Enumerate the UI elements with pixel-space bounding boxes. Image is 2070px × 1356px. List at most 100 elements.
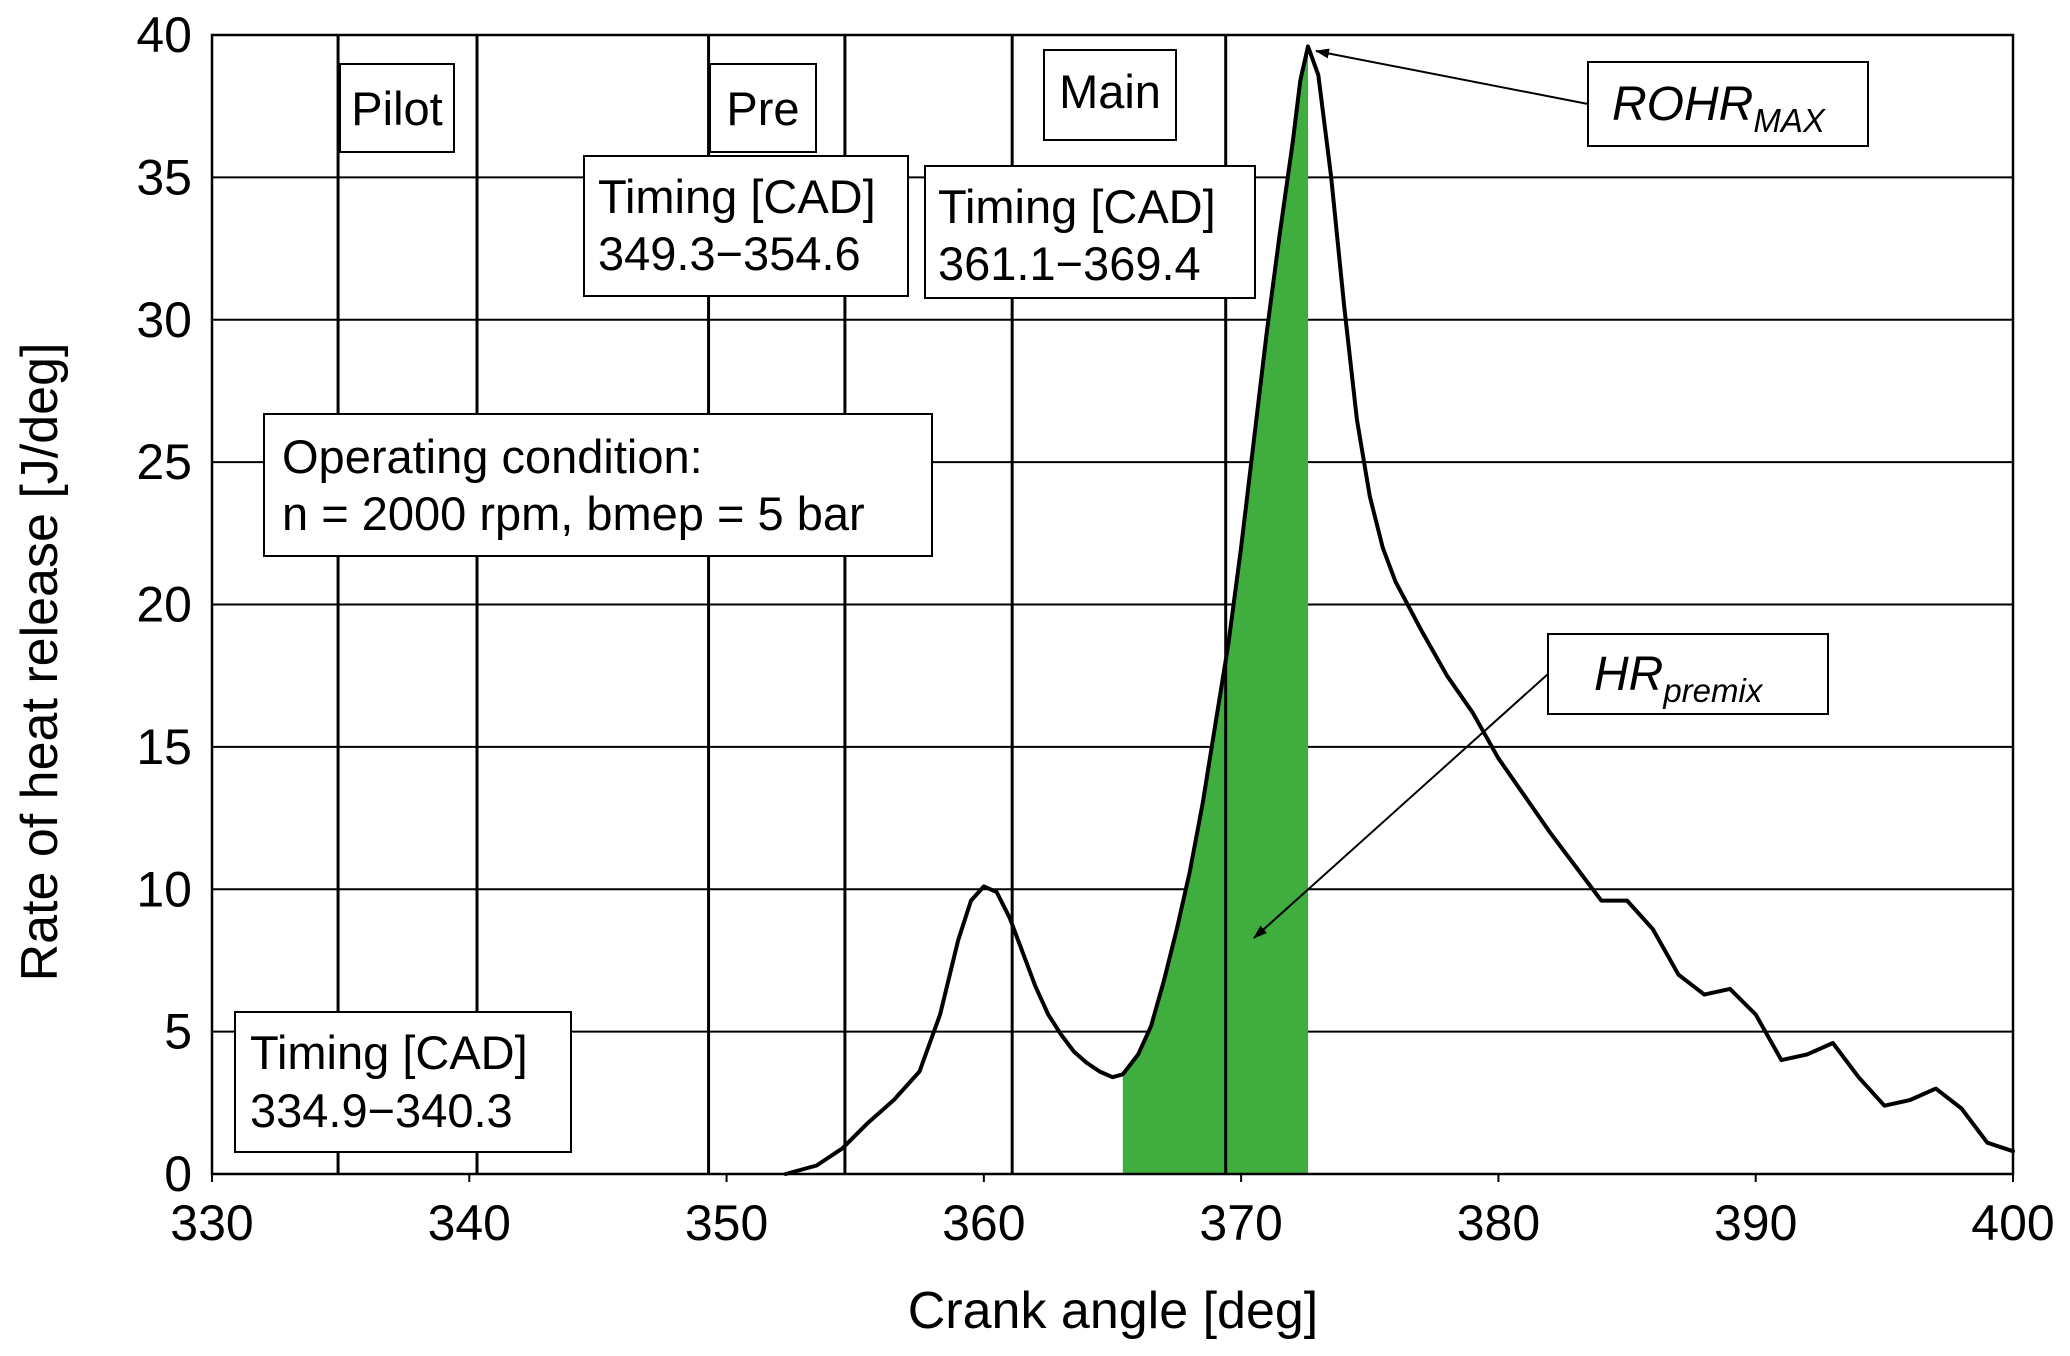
rohr-point-47 bbox=[1522, 793, 1526, 797]
rohr-point-21 bbox=[1136, 1052, 1140, 1056]
rohr-point-14 bbox=[1046, 1013, 1050, 1017]
rohr-point-28 bbox=[1226, 642, 1230, 646]
rohr-point-24 bbox=[1175, 927, 1179, 931]
rohr-point-58 bbox=[1805, 1052, 1809, 1056]
operating-condition-values: n = 2000 rpm, bmep = 5 bar bbox=[282, 487, 865, 540]
rohr-point-10 bbox=[995, 890, 999, 894]
main-label: Main bbox=[1059, 65, 1161, 118]
x-axis-title: Crank angle [deg] bbox=[908, 1282, 1319, 1340]
pre-label: Pre bbox=[726, 82, 799, 135]
pre-timing-title: Timing [CAD] bbox=[598, 170, 876, 223]
rohr-point-13 bbox=[1033, 984, 1037, 988]
rohr-point-44 bbox=[1445, 674, 1449, 678]
rohr-max-arrow bbox=[1315, 48, 1589, 105]
rohr-point-53 bbox=[1677, 973, 1681, 977]
rohr-point-61 bbox=[1882, 1104, 1886, 1108]
series-layer bbox=[783, 44, 2015, 1176]
rohr-point-62 bbox=[1908, 1098, 1912, 1102]
rohr-point-54 bbox=[1702, 993, 1706, 997]
rohr-point-25 bbox=[1188, 870, 1192, 874]
pilot-label: Pilot bbox=[351, 82, 442, 135]
y-tick-label-35: 35 bbox=[136, 149, 192, 205]
rohr-point-4 bbox=[892, 1098, 896, 1102]
pilot-label-box: Pilot bbox=[339, 63, 455, 153]
y-axis-title: Rate of heat release [J/deg] bbox=[11, 343, 69, 982]
y-tick-label-0: 0 bbox=[164, 1146, 192, 1202]
x-tick-label-370: 370 bbox=[1199, 1195, 1282, 1251]
rohr-point-39 bbox=[1355, 417, 1359, 421]
rohr-point-49 bbox=[1574, 864, 1578, 868]
x-tick-label-380: 380 bbox=[1457, 1195, 1540, 1251]
hr-premix-arrow bbox=[1253, 673, 1549, 939]
rohr-point-34 bbox=[1298, 79, 1302, 83]
rohr-max-box: ROHRMAX bbox=[1587, 61, 1869, 147]
rohr-point-45 bbox=[1471, 711, 1475, 715]
rohr-point-50 bbox=[1599, 899, 1603, 903]
rohr-point-2 bbox=[840, 1146, 844, 1150]
rohr-point-35 bbox=[1306, 44, 1310, 48]
pilot-timing-title: Timing [CAD] bbox=[250, 1026, 528, 1079]
rohr-point-33 bbox=[1291, 141, 1295, 145]
rohr-point-16 bbox=[1072, 1050, 1076, 1054]
rohr-point-46 bbox=[1496, 756, 1500, 760]
pilot-timing-box: Timing [CAD] 334.9−340.3 bbox=[234, 1011, 572, 1153]
hr-premix-box: HRpremix bbox=[1547, 633, 1829, 715]
y-tick-label-25: 25 bbox=[136, 434, 192, 490]
rohr-point-31 bbox=[1265, 329, 1269, 333]
pre-timing-box: Timing [CAD] 349.3−354.6 bbox=[583, 155, 909, 297]
y-tick-label-5: 5 bbox=[164, 1004, 192, 1060]
rohr-point-32 bbox=[1278, 232, 1282, 236]
y-tick-label-40: 40 bbox=[136, 7, 192, 63]
rohr-point-51 bbox=[1625, 899, 1629, 903]
rohr-point-5 bbox=[918, 1069, 922, 1073]
rohr-point-27 bbox=[1213, 722, 1217, 726]
rohr-point-1 bbox=[815, 1163, 819, 1167]
rohr-point-6 bbox=[938, 1013, 942, 1017]
rohr-point-20 bbox=[1121, 1072, 1125, 1076]
x-tick-label-400: 400 bbox=[1971, 1195, 2054, 1251]
rohr-point-11 bbox=[1008, 916, 1012, 920]
rohr-max-label: ROHRMAX bbox=[1612, 78, 1827, 139]
rohr-point-65 bbox=[1985, 1141, 1989, 1145]
premix-fill-layer bbox=[1122, 46, 1309, 1174]
rohr-point-63 bbox=[1934, 1087, 1938, 1091]
rohr-point-22 bbox=[1149, 1024, 1153, 1028]
rohr-max-sub: MAX bbox=[1753, 102, 1827, 139]
rohr-point-12 bbox=[1020, 950, 1024, 954]
rohr-point-23 bbox=[1162, 978, 1166, 982]
rohr-point-41 bbox=[1381, 546, 1385, 550]
rohr-point-52 bbox=[1651, 927, 1655, 931]
y-tick-label-20: 20 bbox=[136, 577, 192, 633]
rohr-point-17 bbox=[1085, 1061, 1089, 1065]
rohr-point-26 bbox=[1201, 802, 1205, 806]
rohr-point-57 bbox=[1779, 1058, 1783, 1062]
rohr-point-15 bbox=[1059, 1032, 1063, 1036]
x-tick-label-340: 340 bbox=[428, 1195, 511, 1251]
pre-label-box: Pre bbox=[709, 63, 817, 153]
rohr-point-36 bbox=[1316, 73, 1320, 77]
rohr-point-60 bbox=[1857, 1075, 1861, 1079]
main-timing-box: Timing [CAD] 361.1−369.4 bbox=[924, 165, 1256, 299]
tick-labels: 0 5 10 15 20 25 30 35 40 330 340 350 360 370 380 390 400 bbox=[136, 7, 2054, 1251]
rohr-point-56 bbox=[1754, 1013, 1758, 1017]
hr-premix-sub: premix bbox=[1662, 672, 1764, 709]
main-label-box: Main bbox=[1043, 49, 1177, 141]
rohr-point-18 bbox=[1098, 1069, 1102, 1073]
rohr-point-40 bbox=[1368, 494, 1372, 498]
hr-premix-area bbox=[1122, 46, 1309, 1174]
hr-premix-label: HRpremix bbox=[1594, 648, 1764, 709]
rohr-point-30 bbox=[1252, 437, 1256, 441]
plot-frame bbox=[210, 33, 2015, 1176]
hr-premix-main: HR bbox=[1594, 648, 1663, 701]
operating-condition-title: Operating condition: bbox=[282, 430, 703, 483]
rohr-point-38 bbox=[1342, 304, 1346, 308]
rohr-point-8 bbox=[969, 899, 973, 903]
rohr-point-29 bbox=[1239, 546, 1243, 550]
rohr-point-3 bbox=[866, 1121, 870, 1125]
main-timing-title: Timing [CAD] bbox=[938, 180, 1216, 233]
y-tick-label-10: 10 bbox=[136, 861, 192, 917]
x-tick-label-330: 330 bbox=[170, 1195, 253, 1251]
pilot-timing-range: 334.9−340.3 bbox=[250, 1084, 513, 1137]
rohr-point-37 bbox=[1329, 175, 1333, 179]
